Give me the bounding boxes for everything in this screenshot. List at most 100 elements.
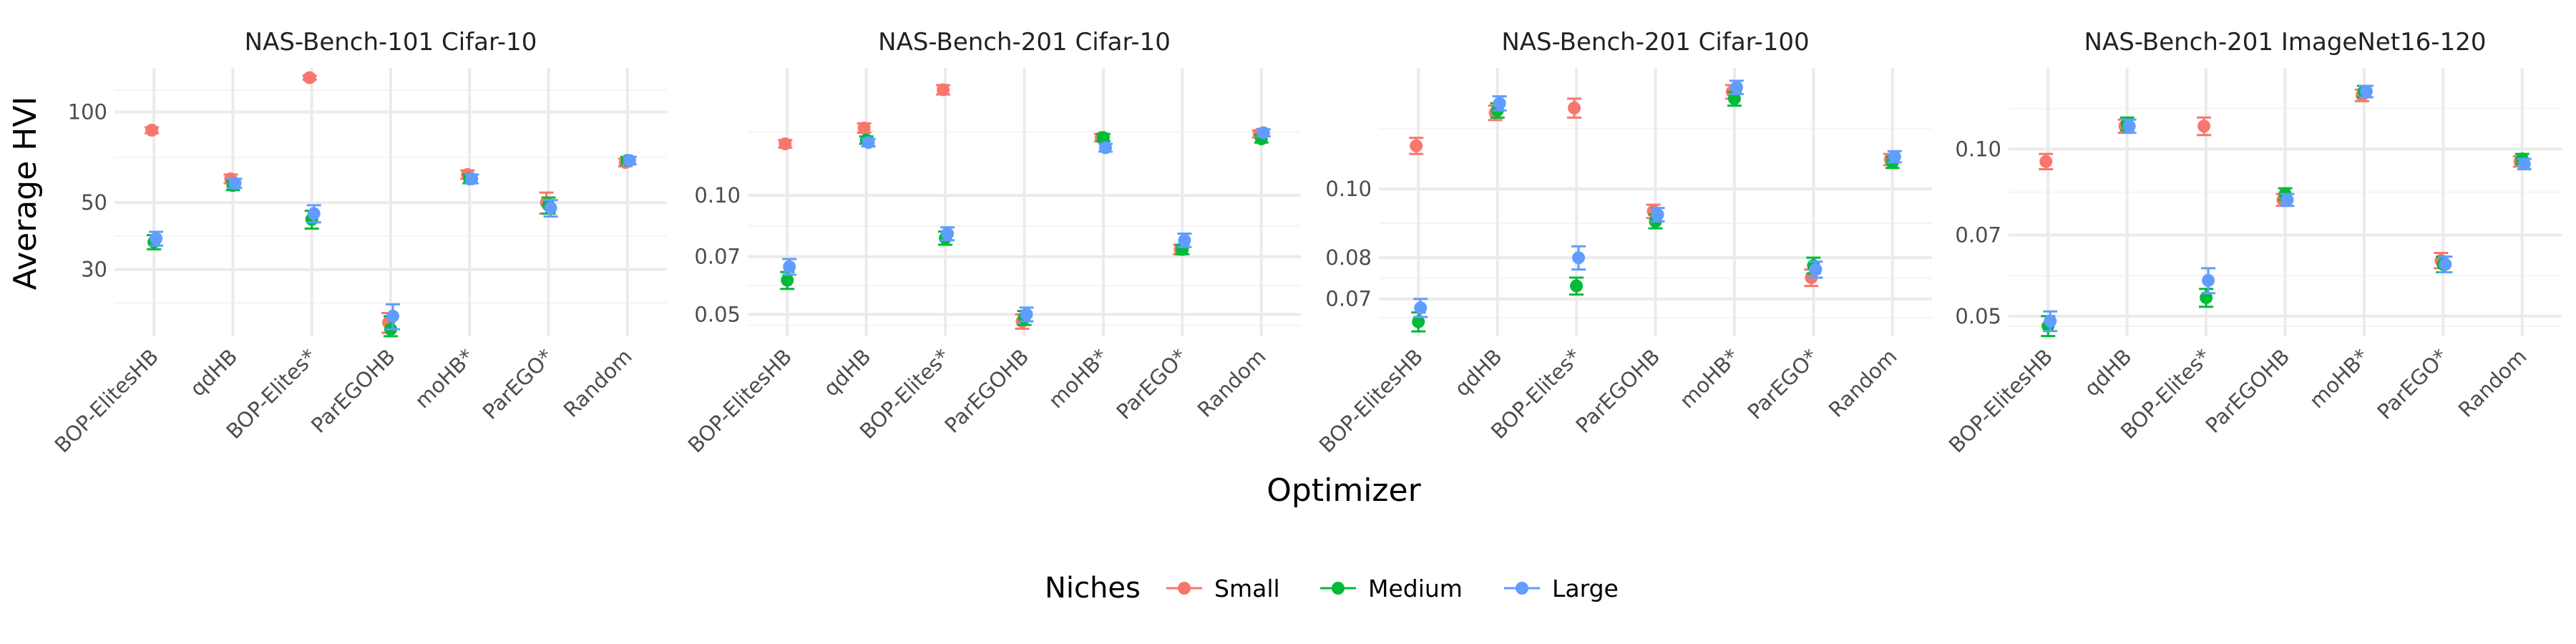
x-tick-label: qdHB — [1450, 344, 1507, 401]
data-point — [2359, 84, 2373, 98]
x-tick-label: ParEGO* — [1743, 344, 1823, 424]
x-tick-label: ParEGO* — [2373, 344, 2453, 424]
series-large — [1413, 79, 1902, 318]
x-axis-title: Optimizer — [1267, 472, 1421, 509]
data-point — [1020, 308, 1033, 321]
y-tick-label: 0.07 — [1955, 223, 2001, 248]
x-tick-label: ParEGOHB — [940, 344, 1033, 438]
panel-title: NAS-Bench-201 Cifar-10 — [878, 28, 1171, 57]
series-large — [782, 126, 1271, 323]
data-point — [857, 121, 871, 135]
data-point — [1572, 251, 1586, 265]
data-point — [1414, 301, 1428, 315]
data-point — [1727, 92, 1741, 105]
series-small — [2039, 88, 2527, 270]
data-point — [2517, 157, 2531, 171]
x-tick-label: BOP-ElitesHB — [683, 344, 796, 457]
y-tick-label: 100 — [68, 100, 107, 125]
legend-title: Niches — [1045, 572, 1141, 605]
x-tick-label: moHB* — [1675, 344, 1744, 413]
data-point — [781, 273, 794, 287]
x-tick-label: Random — [1193, 344, 1271, 422]
data-point — [623, 154, 636, 167]
legend-key-point — [1332, 582, 1345, 595]
x-tick-label: ParEGO* — [478, 344, 558, 424]
legend-label: Small — [1214, 575, 1280, 602]
x-tick-label: ParEGO* — [1112, 344, 1192, 424]
data-point — [386, 309, 399, 323]
data-point — [1257, 126, 1270, 140]
y-tick-label: 0.10 — [694, 183, 741, 208]
panel-title: NAS-Bench-101 Cifar-10 — [245, 28, 537, 57]
legend-items: Small Medium Large — [1166, 575, 1619, 602]
y-tick-label: 0.10 — [1955, 137, 2001, 161]
data-point — [1096, 131, 1110, 145]
data-point — [544, 201, 557, 215]
legend-item-large: Large — [1504, 575, 1619, 602]
data-point — [150, 232, 163, 245]
x-tick-label: BOP-ElitesHB — [50, 344, 163, 457]
y-tick-label: 0.07 — [1325, 287, 1372, 311]
series-large — [149, 154, 637, 331]
series-large — [2043, 84, 2532, 333]
y-tick-label: 0.05 — [1955, 304, 2001, 328]
panel-title: NAS-Bench-201 ImageNet16-120 — [2084, 28, 2487, 57]
data-point — [303, 71, 316, 84]
legend-key-point — [1178, 582, 1191, 595]
x-tick-label: BOP-ElitesHB — [1314, 344, 1428, 457]
y-tick-label: 0.05 — [694, 302, 741, 326]
data-point — [145, 123, 159, 137]
x-tick-label: BOP-ElitesHB — [1944, 344, 2057, 457]
data-point — [862, 136, 875, 150]
series-small — [1409, 84, 1898, 288]
data-point — [779, 137, 792, 151]
data-point — [2122, 119, 2136, 133]
y-tick-label: 0.08 — [1325, 245, 1372, 270]
x-tick-label: Random — [559, 344, 637, 422]
x-tick-label: moHB* — [410, 344, 479, 413]
data-point — [1098, 141, 1112, 155]
y-tick-label: 0.07 — [694, 245, 741, 269]
data-point — [2439, 258, 2452, 271]
data-point — [1809, 263, 1823, 276]
data-point — [1178, 233, 1191, 247]
y-tick-label: 30 — [81, 258, 107, 282]
legend-label: Medium — [1368, 575, 1463, 602]
data-point — [2197, 119, 2211, 133]
data-point — [1493, 97, 1506, 110]
data-point — [1888, 150, 1901, 163]
data-point — [1570, 279, 1584, 293]
x-tick-label: qdHB — [819, 344, 876, 401]
y-tick-label: 0.10 — [1325, 177, 1372, 201]
x-tick-label: ParEGOHB — [306, 344, 400, 438]
data-point — [465, 172, 479, 185]
x-tick-label: moHB* — [2305, 344, 2373, 413]
data-point — [1410, 139, 1423, 152]
legend-key-point — [1516, 582, 1528, 595]
x-tick-label: qdHB — [185, 344, 243, 401]
data-point — [2200, 291, 2213, 304]
x-tick-label: Random — [1824, 344, 1902, 422]
y-tick-label: 50 — [81, 190, 107, 215]
data-point — [783, 260, 796, 273]
data-point — [2044, 314, 2057, 328]
x-tick-label: Random — [2454, 344, 2532, 422]
data-point — [1729, 81, 1743, 94]
x-tick-label: ParEGOHB — [1571, 344, 1664, 438]
data-point — [307, 207, 321, 220]
data-point — [1412, 315, 1425, 328]
series-small — [778, 83, 1267, 330]
data-point — [1651, 208, 1664, 221]
legend-item-medium: Medium — [1320, 575, 1463, 602]
x-tick-label: qdHB — [2079, 344, 2137, 401]
data-point — [1568, 101, 1581, 114]
legend-item-small: Small — [1166, 575, 1280, 602]
data-point — [941, 227, 955, 240]
data-point — [228, 177, 242, 190]
